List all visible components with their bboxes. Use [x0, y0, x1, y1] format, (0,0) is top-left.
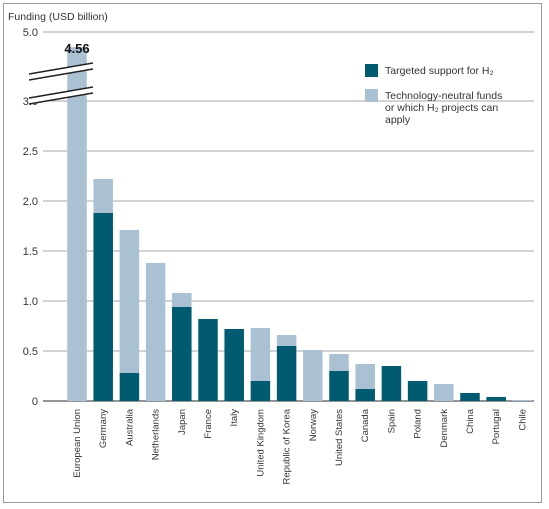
break-gap-upper [29, 63, 93, 80]
category-label: Netherlands [151, 409, 162, 460]
category-label: Norway [308, 409, 319, 441]
break-line [28, 86, 94, 99]
category-label: Chile [517, 409, 528, 431]
category-label: Italy [229, 409, 240, 427]
annotations: 4.56 [64, 41, 89, 56]
y-axis-label: Funding (USD billion) [8, 11, 108, 23]
legend: Targeted support for H₂ Technology-neutra… [365, 64, 505, 126]
bar-neutral [329, 354, 349, 371]
bar-targeted [119, 373, 140, 401]
category-label: Portugal [491, 409, 502, 444]
bar-neutral [276, 335, 297, 346]
category-label: United Kingdom [255, 409, 266, 477]
bar-neutral [512, 400, 533, 401]
bar-targeted [329, 371, 349, 401]
y-tick-label: 0.5 [23, 346, 38, 358]
legend-swatch [365, 64, 378, 77]
bar-neutral [145, 263, 166, 401]
bar-targeted [172, 307, 192, 401]
bar-neutral [434, 384, 454, 401]
break-line [28, 62, 94, 75]
bar-neutral [355, 364, 375, 389]
bar-targeted [93, 213, 113, 401]
category-label: Australia [124, 408, 135, 446]
bar-neutral [303, 350, 323, 401]
legend-swatch [365, 89, 378, 102]
bar-neutral [67, 47, 87, 402]
break-line [28, 92, 94, 105]
y-tick-label: 2.5 [23, 146, 38, 158]
category-label: Japan [177, 409, 188, 435]
legend-label-neutral: Technology-neutral funds or which H₂ pro… [385, 90, 505, 126]
category-label: European Union [72, 409, 83, 478]
chart-frame: Funding (USD billion) 00.51.01.52.02.53.… [3, 3, 542, 503]
bar-targeted [407, 381, 428, 401]
category-label: United States [334, 409, 345, 466]
category-label: Republic of Korea [282, 408, 293, 484]
bar-neutral [172, 293, 192, 307]
bars [67, 47, 533, 402]
category-label: Denmark [439, 409, 450, 448]
y-tick-label: 0 [32, 396, 38, 408]
bar-targeted [224, 329, 244, 401]
category-label: France [203, 409, 214, 439]
category-label: Germany [98, 409, 109, 448]
category-labels: European Union Germany Australia Netherland… [72, 408, 528, 484]
bar-targeted [198, 319, 218, 401]
bar-targeted [250, 381, 271, 401]
axis-break-marks [28, 62, 94, 105]
category-label: Spain [386, 409, 397, 433]
category-label: China [465, 408, 476, 434]
bar-targeted [381, 366, 402, 401]
bar-targeted [355, 389, 375, 401]
y-tick-labels: 00.51.01.52.02.53.05.0 [23, 27, 38, 408]
bar-neutral [250, 328, 271, 381]
bar-targeted [486, 397, 506, 401]
bar-targeted [276, 346, 297, 401]
break-line [28, 68, 94, 81]
y-tick-label: 1.0 [23, 296, 38, 308]
chart-svg: Funding (USD billion) 00.51.01.52.02.53.… [8, 11, 534, 485]
y-tick-label: 1.5 [23, 246, 38, 258]
category-label: Poland [413, 409, 424, 439]
category-label: Canada [360, 408, 371, 442]
break-gap-lower [29, 87, 93, 104]
bar-neutral [119, 230, 140, 373]
bar-value-annotation: 4.56 [64, 41, 89, 56]
bar-neutral [93, 179, 113, 213]
bar-targeted [460, 393, 480, 401]
legend-label-targeted: Targeted support for H₂ [385, 65, 494, 77]
y-tick-label: 2.0 [23, 196, 38, 208]
y-tick-label: 5.0 [23, 27, 38, 39]
